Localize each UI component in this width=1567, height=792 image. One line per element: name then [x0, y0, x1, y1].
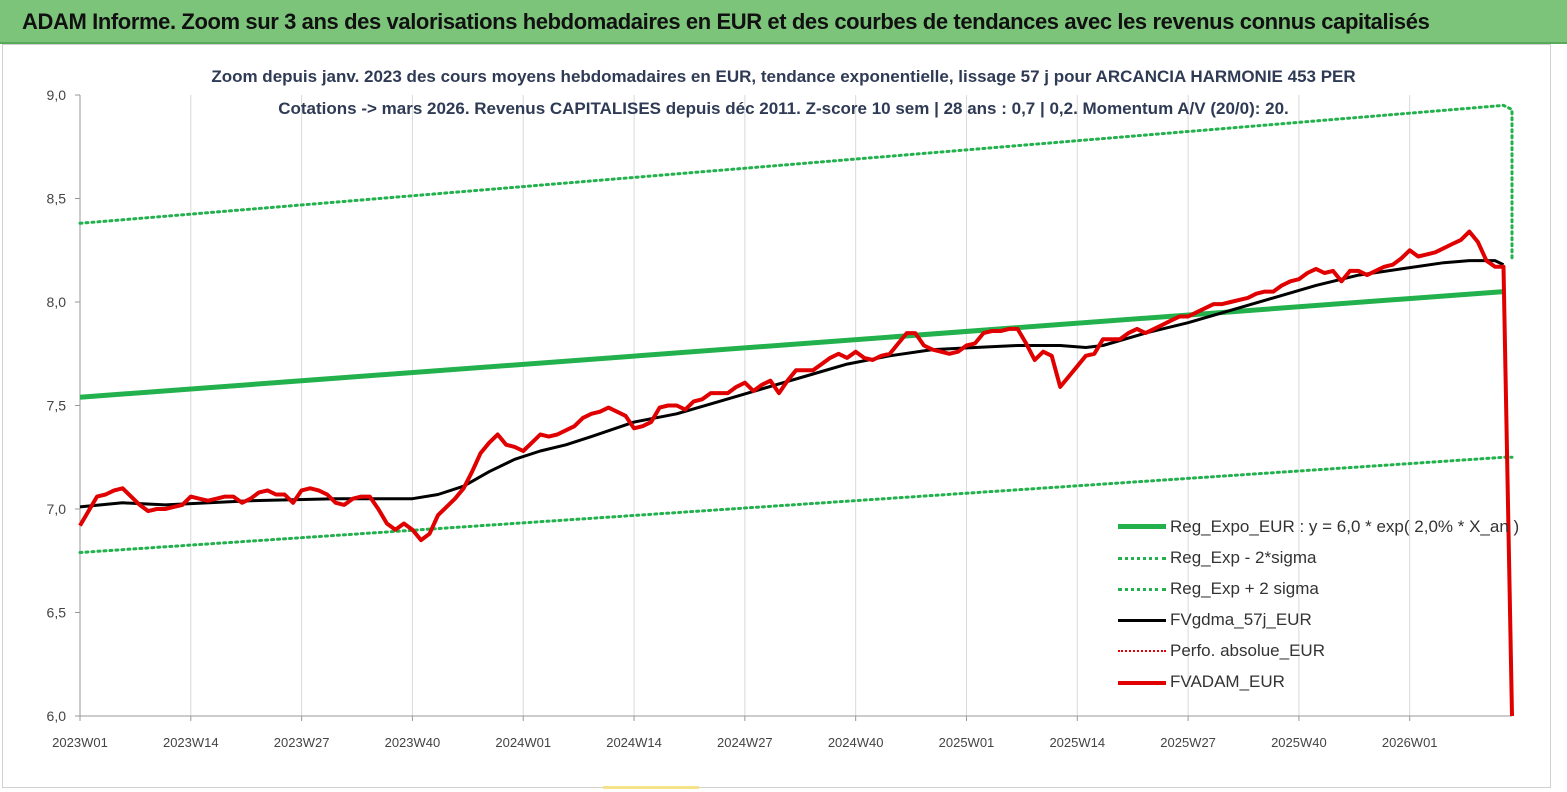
legend-item-fvadam: FVADAM_EUR: [1118, 667, 1518, 698]
x-tick-label: 2023W14: [163, 735, 219, 750]
legend-swatch: [1118, 619, 1166, 622]
legend-item-fvgdma: FVgdma_57j_EUR: [1118, 605, 1518, 636]
bottom-marker: [603, 786, 699, 789]
legend-label: FVADAM_EUR: [1170, 672, 1285, 691]
y-tick-label: 7,0: [47, 501, 67, 517]
legend-label: Reg_Expo_EUR : y = 6,0 * exp( 2,0% * X_a…: [1170, 517, 1520, 536]
legend-item-perfo-absolue: Perfo. absolue_EUR: [1118, 636, 1518, 667]
x-tick-label: 2025W27: [1160, 735, 1216, 750]
x-tick-label: 2024W40: [828, 735, 884, 750]
y-tick-label: 7,5: [47, 398, 67, 414]
legend-swatch: [1118, 524, 1166, 529]
y-tick-label: 9,0: [47, 87, 67, 103]
report-banner: ADAM Informe. Zoom sur 3 ans des valoris…: [0, 0, 1567, 44]
x-tick-label: 2023W40: [385, 735, 441, 750]
y-tick-label: 8,5: [47, 191, 67, 207]
x-tick-label: 2026W01: [1382, 735, 1438, 750]
fvgdma-series: [79, 259, 1505, 509]
legend-swatch: [1118, 681, 1166, 685]
reg-expo-series: [79, 289, 1504, 400]
legend-swatch: [1118, 588, 1166, 591]
reg-plus-2sigma-series: [78, 103, 1514, 263]
legend-swatch: [1118, 557, 1166, 560]
chart-subtitle: Cotations -> mars 2026. Revenus CAPITALI…: [278, 99, 1289, 118]
report-title: ADAM Informe. Zoom sur 3 ans des valoris…: [22, 9, 1430, 34]
fvadam-series: [78, 229, 1514, 717]
x-tick-label: 2025W40: [1271, 735, 1327, 750]
legend-item-reg-expo: Reg_Expo_EUR : y = 6,0 * exp( 2,0% * X_a…: [1118, 512, 1520, 543]
chart-title: Zoom depuis janv. 2023 des cours moyens …: [211, 67, 1356, 86]
legend-label: FVgdma_57j_EUR: [1170, 610, 1312, 629]
x-tick-label: 2025W14: [1049, 735, 1105, 750]
y-tick-label: 6,0: [47, 708, 67, 724]
chart-frame: [2, 44, 1551, 788]
legend-item-reg-minus-2sigma: Reg_Exp - 2*sigma: [1118, 543, 1518, 574]
x-tick-label: 2023W01: [52, 735, 108, 750]
legend-item-reg-plus-2sigma: Reg_Exp + 2 sigma: [1118, 574, 1518, 605]
x-tick-label: 2024W27: [717, 735, 773, 750]
chart-legend: Reg_Expo_EUR : y = 6,0 * exp( 2,0% * X_a…: [1118, 512, 1520, 698]
y-tick-label: 6,5: [47, 605, 67, 621]
legend-label: Perfo. absolue_EUR: [1170, 641, 1325, 660]
x-tick-label: 2023W27: [274, 735, 330, 750]
x-tick-label: 2025W01: [939, 735, 995, 750]
reg-minus-2sigma-series: [78, 455, 1514, 554]
x-tick-label: 2024W01: [495, 735, 551, 750]
y-tick-label: 8,0: [47, 294, 67, 310]
legend-swatch: [1118, 650, 1166, 652]
legend-label: Reg_Exp + 2 sigma: [1170, 579, 1319, 598]
legend-label: Reg_Exp - 2*sigma: [1170, 548, 1317, 567]
x-tick-label: 2024W14: [606, 735, 662, 750]
